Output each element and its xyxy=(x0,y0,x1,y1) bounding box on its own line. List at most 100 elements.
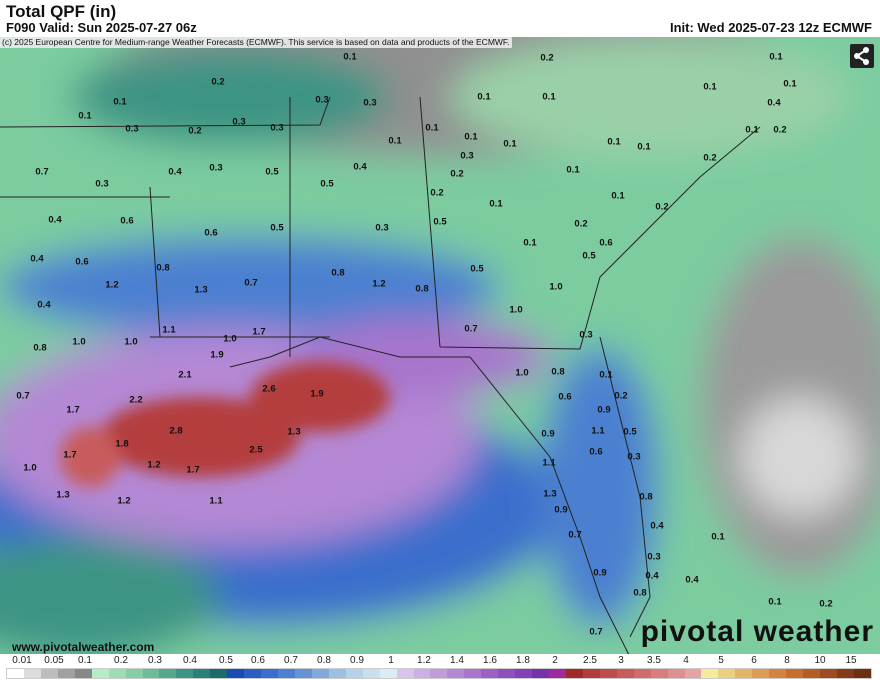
legend-label: 1 xyxy=(388,655,394,666)
map-value-label: 0.1 xyxy=(769,51,783,63)
map-value-label: 2.2 xyxy=(129,394,143,406)
map-value-label: 0.1 xyxy=(477,91,491,103)
legend-swatch xyxy=(142,669,160,678)
legend-swatch xyxy=(752,669,770,678)
legend-swatch xyxy=(532,669,549,678)
map-value-label: 0.2 xyxy=(614,390,628,402)
map-value-label: 0.2 xyxy=(574,218,588,230)
map-value-label: 0.1 xyxy=(425,122,439,134)
map-value-label: 0.3 xyxy=(460,150,474,162)
map-value-label: 0.5 xyxy=(470,263,484,275)
map-value-label: 0.4 xyxy=(37,299,51,311)
map-value-label: 0.1 xyxy=(611,190,625,202)
map-value-label: 0.4 xyxy=(353,161,367,173)
map-value-label: 1.0 xyxy=(72,336,86,348)
map-value-label: 0.2 xyxy=(540,52,554,64)
legend-swatch xyxy=(565,669,583,678)
map-value-label: 1.1 xyxy=(591,425,605,437)
map-value-label: 0.7 xyxy=(244,277,258,289)
map-value-label: 0.8 xyxy=(639,491,653,503)
legend-swatch xyxy=(294,669,312,678)
map-value-label: 1.0 xyxy=(515,367,529,379)
legend-label: 0.4 xyxy=(183,655,197,666)
legend-swatch xyxy=(515,669,533,678)
map-value-label: 1.2 xyxy=(147,459,161,471)
legend-swatch xyxy=(396,669,414,678)
map-value-label: 1.0 xyxy=(223,333,237,345)
map-value-label: 0.4 xyxy=(650,520,664,532)
legend-swatch xyxy=(803,669,820,678)
legend-label: 2.5 xyxy=(583,655,597,666)
map-value-label: 0.3 xyxy=(270,122,284,134)
legend-swatch xyxy=(650,669,668,678)
map-value-label: 1.2 xyxy=(117,495,131,507)
map-value-label: 1.0 xyxy=(23,462,37,474)
map-value-label: 0.8 xyxy=(415,283,429,295)
map-value-label: 0.7 xyxy=(568,529,582,541)
map-value-label: 0.6 xyxy=(120,215,134,227)
legend-swatch xyxy=(599,669,617,678)
map-value-label: 0.5 xyxy=(623,426,637,438)
map-value-label: 0.9 xyxy=(593,567,607,579)
map-value-label: 1.7 xyxy=(252,326,266,338)
legend-swatch xyxy=(464,669,482,678)
map-title: Total QPF (in) xyxy=(6,2,117,21)
legend-swatch xyxy=(701,669,719,678)
map-value-label: 0.2 xyxy=(430,187,444,199)
map-value-label: 0.1 xyxy=(566,164,580,176)
legend-swatch xyxy=(718,669,736,678)
legend-label: 0.3 xyxy=(148,655,162,666)
map-value-label: 2.6 xyxy=(262,383,276,395)
state-boundaries xyxy=(0,96,761,654)
map-value-label: 1.7 xyxy=(186,464,200,476)
map-value-label: 0.2 xyxy=(188,125,202,137)
legend-label: 1.8 xyxy=(516,655,530,666)
legend-label: 3.5 xyxy=(647,655,661,666)
legend-swatch xyxy=(328,669,346,678)
map-value-label: 1.2 xyxy=(372,278,386,290)
map-value-label: 0.1 xyxy=(783,78,797,90)
map-value-label: 0.9 xyxy=(541,428,555,440)
legend-label: 10 xyxy=(814,655,826,666)
map-value-label: 2.8 xyxy=(169,425,183,437)
map-value-label: 1.1 xyxy=(209,495,223,507)
legend-label: 1.2 xyxy=(417,655,431,666)
map-value-label: 0.6 xyxy=(599,237,613,249)
legend-swatch xyxy=(786,669,804,678)
legend-swatch xyxy=(430,669,448,678)
legend-label: 1.6 xyxy=(483,655,497,666)
map-value-label: 0.8 xyxy=(156,262,170,274)
map-value-label: 1.3 xyxy=(56,489,70,501)
map-value-label: 0.1 xyxy=(599,369,613,381)
legend-label: 0.1 xyxy=(78,655,92,666)
legend-swatch xyxy=(362,669,380,678)
legend-swatch xyxy=(549,669,566,678)
map-value-label: 0.3 xyxy=(647,551,661,563)
legend-swatch xyxy=(836,669,854,678)
precipitation-field xyxy=(0,37,880,654)
site-url[interactable]: www.pivotalweather.com xyxy=(12,640,155,654)
legend-label: 0.6 xyxy=(251,655,265,666)
precipitation-map[interactable]: 0.1 0.2 0.1 0.2 0.1 0.1 0.3 0.3 0.1 0.1 0.1 0.4 0.1 0… xyxy=(0,37,880,654)
share-button[interactable] xyxy=(850,44,874,68)
legend-swatch xyxy=(616,669,634,678)
map-value-label: 0.4 xyxy=(685,574,699,586)
map-value-label: 0.2 xyxy=(450,168,464,180)
map-value-label: 0.7 xyxy=(35,166,49,178)
map-value-label: 1.2 xyxy=(105,279,119,291)
map-value-label: 0.7 xyxy=(16,390,30,402)
map-value-label: 0.2 xyxy=(211,76,225,88)
legend-swatch xyxy=(769,669,787,678)
legend-swatch xyxy=(820,669,837,678)
map-value-label: 0.2 xyxy=(819,598,833,610)
map-value-label: 0.3 xyxy=(579,329,593,341)
map-value-label: 0.2 xyxy=(703,152,717,164)
legend-label: 0.01 xyxy=(12,655,32,666)
map-value-label: 1.7 xyxy=(66,404,80,416)
map-value-label: 1.1 xyxy=(162,324,176,336)
map-value-label: 0.3 xyxy=(627,451,641,463)
legend-label: 15 xyxy=(845,655,857,666)
map-value-label: 1.3 xyxy=(543,488,557,500)
legend-label: 0.2 xyxy=(114,655,128,666)
legend-swatch xyxy=(176,669,194,678)
